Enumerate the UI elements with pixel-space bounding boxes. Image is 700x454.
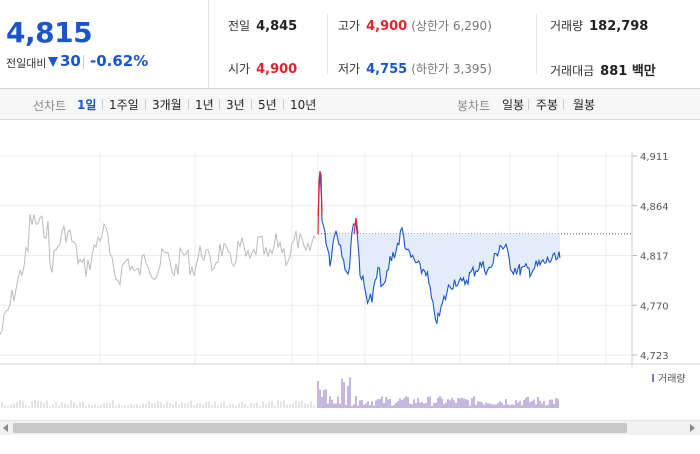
- price-chart: 4,911 4,864 4,817 4,770 4,723 거래량: [0, 120, 700, 450]
- chart-axis: 4,911 4,864 4,817 4,770 4,723: [631, 152, 669, 367]
- period-1y[interactable]: 1년: [195, 98, 214, 112]
- y-tick-label: 4,817: [640, 252, 669, 263]
- scroll-thumb[interactable]: [13, 423, 627, 433]
- stat-sub: (상한가 6,290): [411, 19, 492, 33]
- stat-label: 거래량: [550, 19, 584, 33]
- change-value: 30: [60, 52, 81, 70]
- y-tick-label: 4,723: [640, 351, 669, 362]
- current-price: 4,815: [6, 16, 93, 49]
- volume-legend-swatch: [652, 374, 654, 382]
- line-chart-label: 선차트: [33, 99, 67, 113]
- quote-summary: 4,815 전일대비 30 -0.62% 전일 4,845 고가 4,900 (상한가…: [0, 0, 700, 89]
- period-5y[interactable]: 5년: [258, 98, 277, 112]
- divider: [327, 14, 328, 74]
- volume-legend: 거래량: [658, 373, 686, 385]
- down-triangle-icon: [48, 57, 58, 67]
- stat-label: 시가: [228, 62, 251, 76]
- chart-scrollbar[interactable]: [0, 420, 700, 435]
- stat-label: 저가: [338, 62, 361, 76]
- below-prev-fill: [318, 233, 560, 324]
- stat-value: 881 백만: [600, 64, 656, 79]
- prev-day-line: [0, 214, 317, 336]
- stat-amount: 거래대금 881 백만: [550, 60, 656, 79]
- period-3m[interactable]: 3개월: [152, 98, 182, 112]
- y-tick-label: 4,911: [640, 152, 669, 163]
- stat-sub: (하한가 3,395): [411, 62, 492, 76]
- divider: [283, 99, 284, 110]
- candle-chart-label: 봉차트: [457, 99, 491, 113]
- candle-daily[interactable]: 일봉: [502, 98, 525, 112]
- scroll-right-icon[interactable]: [690, 424, 695, 432]
- period-10y[interactable]: 10년: [290, 98, 317, 112]
- stat-high: 고가 4,900 (상한가 6,290): [338, 17, 492, 34]
- stat-label: 거래대금: [550, 64, 595, 78]
- volume-bars: 거래량: [0, 363, 700, 408]
- stat-label: 전일: [228, 19, 251, 33]
- change-percent: -0.62%: [90, 52, 149, 70]
- divider: [219, 99, 220, 110]
- scroll-left-icon[interactable]: [3, 424, 8, 432]
- divider: [251, 99, 252, 110]
- chart-svg: 4,911 4,864 4,817 4,770 4,723 거래량: [0, 152, 700, 408]
- stat-low: 저가 4,755 (하한가 3,395): [338, 60, 492, 77]
- y-tick-label: 4,770: [640, 301, 669, 312]
- chart-series: [0, 170, 632, 336]
- candle-monthly[interactable]: 월봉: [573, 98, 596, 112]
- period-3y[interactable]: 3년: [226, 98, 245, 112]
- stat-label: 고가: [338, 19, 361, 33]
- change-label: 전일대비: [6, 57, 47, 70]
- stat-value: 4,755: [366, 62, 408, 77]
- divider: [188, 99, 189, 110]
- period-1w[interactable]: 1주일: [109, 98, 139, 112]
- stat-volume: 거래량 182,798: [550, 17, 648, 34]
- price-box: 4,815 전일대비 30 -0.62%: [0, 0, 209, 88]
- divider: [145, 99, 146, 110]
- stat-value: 4,845: [256, 19, 298, 34]
- divider: [563, 99, 564, 110]
- today-up-line: [353, 217, 359, 234]
- y-tick-label: 4,864: [640, 202, 669, 213]
- divider: [536, 14, 537, 74]
- stat-open: 시가 4,900: [228, 60, 297, 77]
- stat-value: 4,900: [256, 62, 298, 77]
- divider: [528, 99, 529, 110]
- stat-value: 182,798: [589, 19, 649, 34]
- candle-weekly[interactable]: 주봉: [536, 98, 559, 112]
- today-up-line: [317, 171, 323, 234]
- divider: [102, 99, 103, 110]
- chart-controls: 선차트 1일 1주일 3개월 1년 3년 5년 10년 봉차트 일봉 주봉 월봉: [0, 89, 700, 120]
- stat-value: 4,900: [366, 19, 408, 34]
- period-1d[interactable]: 1일: [77, 98, 97, 112]
- divider: [83, 55, 84, 69]
- stat-prev-close: 전일 4,845: [228, 17, 297, 34]
